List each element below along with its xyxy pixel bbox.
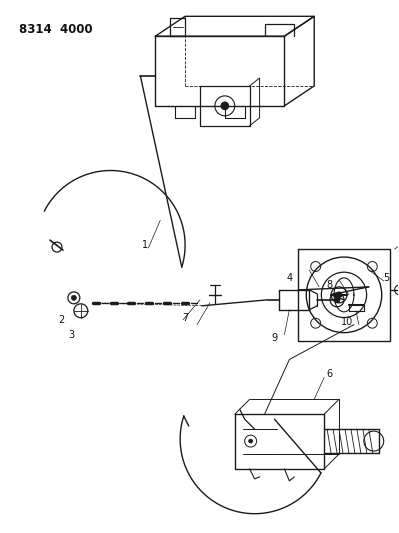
Circle shape bbox=[221, 102, 229, 110]
Text: 6: 6 bbox=[326, 369, 332, 379]
Text: 5: 5 bbox=[383, 273, 390, 283]
Text: 4: 4 bbox=[286, 273, 292, 283]
Text: 8314  4000: 8314 4000 bbox=[19, 23, 93, 36]
Text: 9: 9 bbox=[271, 333, 278, 343]
Circle shape bbox=[336, 292, 342, 298]
Text: 10: 10 bbox=[341, 317, 353, 327]
Circle shape bbox=[71, 295, 76, 300]
Text: 8: 8 bbox=[326, 280, 332, 290]
Text: 3: 3 bbox=[68, 329, 74, 340]
Circle shape bbox=[249, 439, 253, 443]
Circle shape bbox=[334, 297, 340, 303]
Text: 2: 2 bbox=[58, 314, 64, 325]
Text: 7: 7 bbox=[182, 313, 188, 323]
Text: 1: 1 bbox=[142, 240, 148, 250]
